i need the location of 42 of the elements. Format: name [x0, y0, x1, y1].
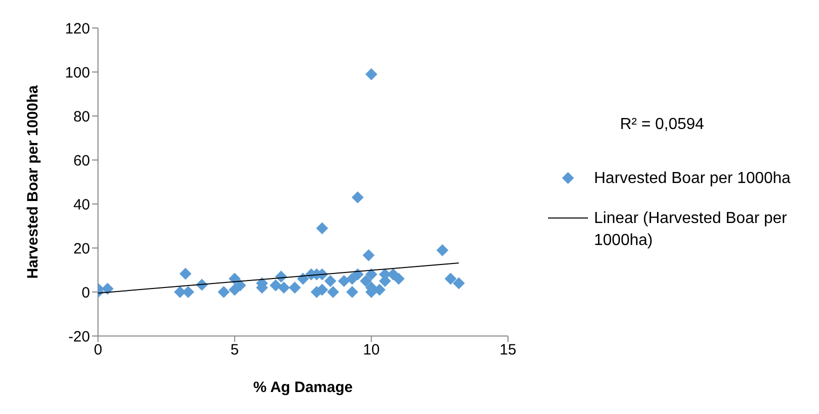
- point: [365, 268, 378, 280]
- x-tick-label: 15: [500, 342, 516, 359]
- point: [288, 282, 301, 294]
- y-tick-label: 40: [73, 196, 90, 214]
- y-tick-label: 120: [64, 20, 90, 38]
- point: [228, 272, 241, 285]
- point: [327, 286, 340, 298]
- point: [218, 286, 230, 298]
- point: [324, 275, 336, 287]
- y-tick-label: 60: [73, 152, 90, 170]
- point: [362, 249, 375, 262]
- point: [234, 279, 246, 292]
- point: [297, 272, 309, 285]
- point: [102, 282, 114, 295]
- y-tick-label: 20: [73, 240, 90, 258]
- point: [270, 279, 282, 292]
- point: [346, 286, 358, 298]
- x-tick-label: 0: [94, 342, 102, 359]
- point: [444, 272, 457, 285]
- point: [352, 191, 364, 204]
- point: [352, 268, 364, 280]
- y-tick-label: 0: [82, 284, 90, 302]
- y-tick-label: 100: [64, 64, 90, 82]
- legend-label: Linear (Harvested Boar per 1000ha): [594, 209, 788, 251]
- point: [316, 222, 328, 234]
- point: [179, 268, 192, 280]
- x-axis-title: % Ag Damage: [253, 379, 353, 396]
- y-axis-title: Harvested Boar per 1000ha: [24, 84, 42, 279]
- y-tick-label: -20: [68, 328, 90, 346]
- x-tick-label: 10: [362, 342, 380, 359]
- point: [436, 244, 448, 256]
- y-tick-label: 80: [73, 108, 90, 126]
- point: [365, 68, 378, 80]
- point: [360, 275, 372, 287]
- point: [374, 284, 386, 296]
- x-tick-label: 5: [230, 342, 239, 359]
- point: [452, 277, 465, 290]
- text: R² = 0,0594: [620, 116, 704, 134]
- point: [392, 272, 405, 285]
- legend-label: Harvested Boar per 1000ha: [594, 169, 791, 189]
- point: [338, 275, 350, 287]
- point: [278, 282, 290, 294]
